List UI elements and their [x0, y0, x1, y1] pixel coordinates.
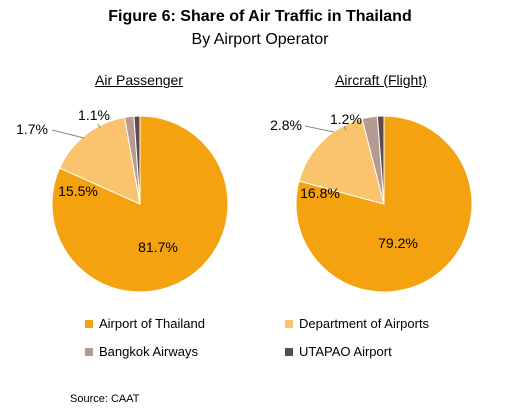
legend-swatch: [285, 319, 293, 328]
pie-slice: [376, 115, 385, 205]
pie-title-air-passenger: Air Passenger: [95, 72, 183, 88]
leader-line: [343, 125, 347, 131]
data-label: 1.2%: [330, 111, 362, 127]
leader-line: [51, 129, 85, 139]
data-label: 1.1%: [78, 107, 110, 123]
legend-swatch: [285, 347, 293, 356]
legend-item-department-of-airports: Department of Airports: [285, 316, 429, 331]
legend-label: Airport of Thailand: [99, 316, 205, 331]
legend-label: Department of Airports: [299, 316, 430, 331]
data-label: 15.5%: [58, 183, 98, 199]
chart-subtitle: By Airport Operator: [191, 31, 329, 48]
source-note: Source: CAAT: [70, 393, 140, 405]
legend-swatch: [85, 347, 93, 356]
pie-slice: [298, 118, 385, 205]
data-label: 16.8%: [300, 185, 340, 201]
pie-slice: [59, 116, 141, 205]
chart-title: Figure 6: Share of Air Traffic in Thaila…: [108, 8, 412, 25]
pie-slice: [51, 115, 229, 293]
leader-line: [97, 123, 101, 129]
pie-charts: 81.7% 15.5% 1.7% 1.1% 79.2% 16.8% 2.8% 1.2%: [16, 107, 473, 293]
leader-line: [304, 125, 335, 133]
data-label: 79.2%: [378, 235, 418, 251]
legend-item-bangkok-airways: Bangkok Airways: [85, 344, 198, 359]
legend-label: Bangkok Airways: [99, 344, 198, 359]
pie-title-aircraft: Aircraft (Flight): [335, 72, 427, 88]
data-label: 2.8%: [270, 117, 302, 133]
legend-swatch: [85, 319, 93, 328]
data-label: 1.7%: [16, 121, 48, 137]
legend-label: UTAPAO Airport: [299, 344, 392, 359]
legend-item-utapao-airport: UTAPAO Airport: [285, 344, 392, 359]
data-label: 81.7%: [138, 239, 178, 255]
pie-slice: [133, 115, 141, 205]
legend-item-airport-of-thailand: Airport of Thailand: [85, 316, 205, 331]
